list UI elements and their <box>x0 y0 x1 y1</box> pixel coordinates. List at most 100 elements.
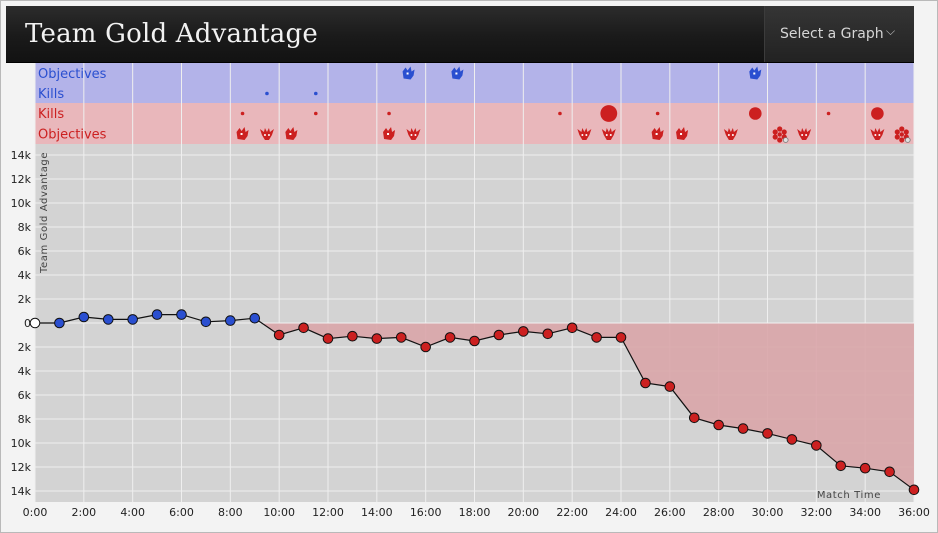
kill-marker <box>826 111 831 116</box>
camp-icon <box>772 126 789 143</box>
y-tick-label: 14k <box>11 149 32 162</box>
data-point <box>566 322 578 334</box>
y-axis-title: Team Gold Advantage <box>39 152 50 274</box>
data-point <box>78 311 90 323</box>
y-tick-label: 6k <box>18 245 32 258</box>
y-tick-label: 2k <box>18 293 32 306</box>
data-point <box>786 434 798 445</box>
kill-marker <box>655 111 660 116</box>
data-point <box>127 314 138 325</box>
y-tick-label: 8k <box>18 413 32 426</box>
data-point <box>225 315 236 326</box>
kill-marker <box>313 111 318 116</box>
dragon-icon <box>749 66 762 80</box>
x-tick-label: 30:00 <box>752 506 784 519</box>
y-tick-label: 4k <box>18 365 32 378</box>
kill-marker <box>265 91 269 96</box>
x-tick-label: 10:00 <box>263 506 295 519</box>
tower-icon <box>870 128 885 140</box>
dragon-icon <box>451 66 464 80</box>
tower-icon <box>577 128 592 140</box>
graph-header: Team Gold Advantage Select a Graph ⌵ <box>6 6 914 63</box>
tower-icon <box>259 128 274 140</box>
data-point <box>200 316 212 328</box>
data-point <box>493 329 505 341</box>
data-point <box>273 329 285 341</box>
y-tick-label: 10k <box>11 437 32 450</box>
lane-label: Kills <box>38 87 64 102</box>
camp-icon <box>894 126 911 143</box>
x-axis-title: Match Time <box>817 490 881 501</box>
x-tick-label: 16:00 <box>410 506 442 519</box>
data-point <box>542 328 554 340</box>
dragon-icon <box>236 127 249 140</box>
select-graph-dropdown[interactable]: Select a Graph ⌵ <box>764 6 914 62</box>
x-tick-label: 12:00 <box>312 506 344 519</box>
y-tick-label: 12k <box>11 461 32 474</box>
y-tick-label: 14k <box>11 485 32 498</box>
lane-label: Objectives <box>38 128 107 143</box>
data-point <box>420 341 431 353</box>
page-title: Team Gold Advantage <box>25 19 318 49</box>
x-tick-label: 24:00 <box>605 506 637 519</box>
kill-marker <box>748 107 762 120</box>
data-point <box>884 466 895 478</box>
y-tick-label: 8k <box>18 221 32 234</box>
x-tick-label: 22:00 <box>556 506 588 519</box>
x-tick-label: 18:00 <box>459 506 491 519</box>
data-point <box>151 309 163 320</box>
x-tick-label: 8:00 <box>218 506 243 519</box>
tower-icon <box>723 128 738 140</box>
data-point <box>908 484 920 496</box>
y-tick-label: 0 <box>24 317 31 330</box>
lane-label: Kills <box>38 107 64 122</box>
tower-icon <box>797 128 812 140</box>
data-point <box>469 335 480 347</box>
dragon-icon <box>383 127 396 140</box>
x-tick-label: 0:00 <box>23 506 48 519</box>
kill-marker <box>558 111 562 116</box>
x-tick-label: 28:00 <box>703 506 735 519</box>
data-point <box>176 309 187 320</box>
data-point <box>102 314 114 325</box>
grid-lines <box>34 63 915 502</box>
kill-marker <box>387 111 391 116</box>
data-point <box>859 462 871 474</box>
kill-marker <box>240 111 245 116</box>
chevron-down-icon: ⌵ <box>886 24 896 38</box>
data-point <box>395 332 407 343</box>
data-point <box>371 333 383 344</box>
x-tick-label: 32:00 <box>800 506 832 519</box>
data-point <box>298 322 309 334</box>
red-advantage-area <box>261 323 914 490</box>
data-point <box>29 317 41 329</box>
x-tick-label: 34:00 <box>849 506 881 519</box>
data-point <box>713 419 724 431</box>
x-tick-label: 2:00 <box>71 506 96 519</box>
kill-marker <box>313 91 318 96</box>
x-tick-label: 20:00 <box>507 506 539 519</box>
data-point <box>615 332 627 343</box>
data-point <box>444 332 456 343</box>
data-point <box>762 428 773 439</box>
lane-label: Objectives <box>38 67 107 82</box>
data-point <box>54 317 65 329</box>
x-tick-label: 6:00 <box>169 506 194 519</box>
data-point <box>640 377 651 389</box>
data-point <box>347 330 358 342</box>
y-tick-label: 4k <box>18 269 32 282</box>
data-point <box>518 326 529 337</box>
data-point <box>322 333 334 344</box>
dragon-icon <box>402 66 415 80</box>
dragon-icon <box>676 127 689 140</box>
y-tick-label: 6k <box>18 389 32 402</box>
y-tick-label: 12k <box>11 173 32 186</box>
kill-marker <box>600 105 618 122</box>
select-graph-label: Select a Graph <box>780 26 884 42</box>
data-point <box>249 312 261 324</box>
dragon-icon <box>285 127 298 140</box>
data-point <box>737 423 749 434</box>
dragon-icon <box>651 127 664 140</box>
